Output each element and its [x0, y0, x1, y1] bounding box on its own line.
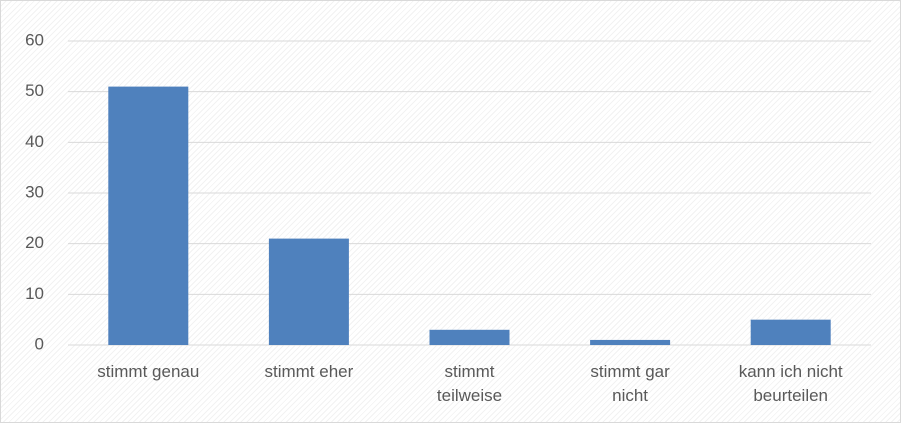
y-tick-label: 60	[25, 30, 44, 49]
y-tick-label: 50	[25, 81, 44, 100]
bar	[590, 339, 671, 345]
bar	[108, 86, 189, 345]
bar	[429, 329, 510, 345]
x-tick-label: stimmt genau	[97, 362, 200, 381]
y-tick-label: 20	[25, 233, 44, 252]
y-tick-label: 30	[25, 182, 44, 201]
x-tick-label: stimmt gar nicht	[590, 362, 670, 405]
y-tick-label: 10	[25, 284, 44, 303]
x-tick-label: stimmt teilweise	[436, 362, 503, 405]
bar	[268, 238, 349, 345]
bar	[750, 319, 831, 345]
x-tick-label: kann ich nicht beurteilen	[738, 362, 843, 405]
y-tick-label: 40	[25, 132, 44, 151]
y-tick-label: 0	[35, 334, 44, 353]
x-tick-label: stimmt eher	[264, 362, 354, 381]
